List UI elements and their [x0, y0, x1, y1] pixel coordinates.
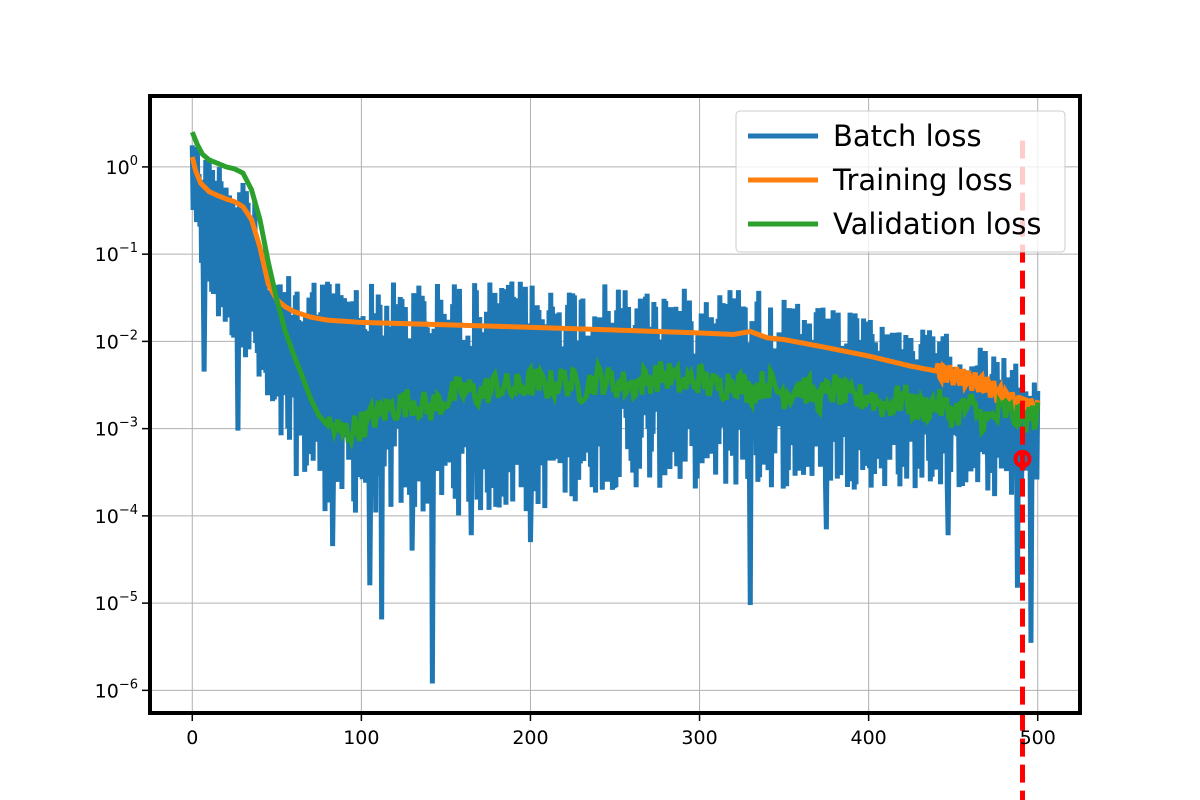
x-tick-label: 200 [512, 727, 548, 749]
y-tick-label: 10−5 [95, 590, 138, 615]
y-tick-label: 10−1 [95, 241, 138, 266]
x-tick-label: 400 [851, 727, 887, 749]
y-tick-label: 10−3 [95, 416, 138, 441]
best-epoch-marker [1013, 449, 1032, 468]
legend-label: Batch loss [833, 119, 982, 153]
legend-box [735, 110, 1066, 253]
y-tick-label: 10−6 [95, 677, 138, 702]
axis-ticks: 0 100 200 300 400 500 10−6 10−5 10−4 10−3 10−2 10−1… [95, 154, 1056, 749]
legend-label: Training loss [832, 163, 1013, 197]
y-tick-label: 10−2 [95, 328, 138, 353]
series-validation-loss-line [189, 131, 1041, 451]
series-training-loss-line [189, 156, 1041, 419]
legend: Batch loss Training loss Validation loss [735, 110, 1066, 253]
x-tick-label: 0 [186, 727, 198, 749]
series-layer [189, 131, 1041, 684]
x-tick-label: 500 [1020, 727, 1056, 749]
y-tick-label: 10−4 [95, 503, 138, 528]
y-tick-label: 100 [106, 154, 138, 179]
x-tick-label: 300 [681, 727, 717, 749]
series-batch-loss-line [189, 145, 1041, 684]
x-tick-label: 100 [343, 727, 379, 749]
legend-label: Validation loss [833, 207, 1041, 241]
plot-frame [148, 94, 1082, 715]
